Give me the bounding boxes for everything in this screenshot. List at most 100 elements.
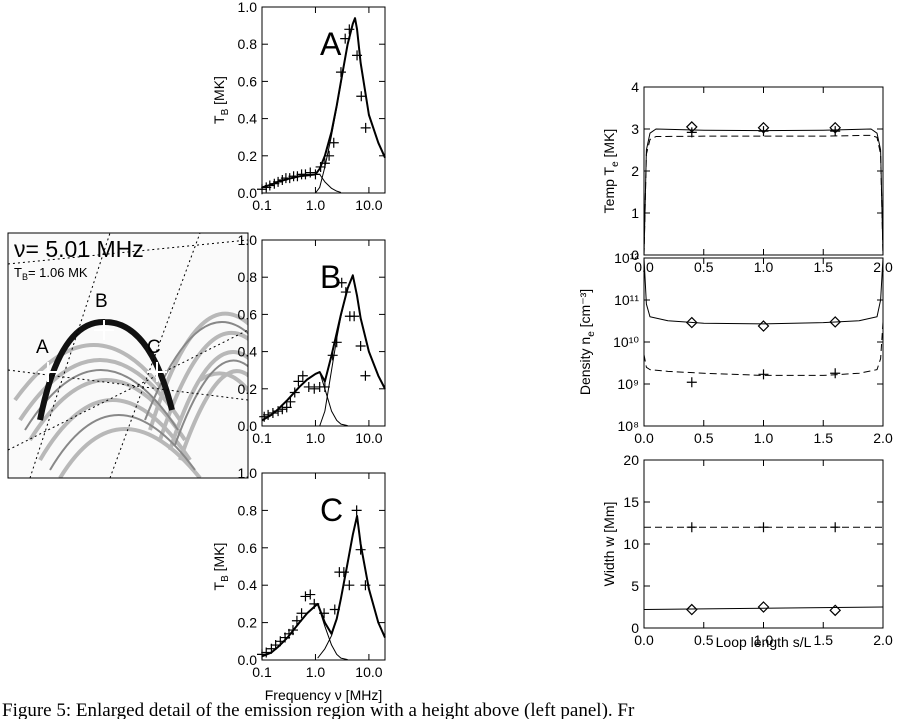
point-label: B	[95, 291, 108, 312]
line-series	[319, 274, 386, 427]
y-tick-label: 0	[631, 620, 639, 636]
cross-marker	[287, 625, 298, 636]
diamond-marker	[829, 316, 842, 328]
cross-marker	[355, 341, 366, 352]
cross-marker	[319, 608, 330, 619]
cross-marker	[344, 24, 355, 35]
cross-marker	[293, 376, 304, 387]
y-axis-label-part: [MK]	[211, 76, 227, 109]
y-tick-label: 3	[631, 121, 639, 137]
y-tick-label: 15	[623, 494, 639, 510]
label-part: T	[14, 265, 22, 280]
y-tick-label: 0.0	[238, 185, 258, 201]
y-tick-label: 2	[631, 163, 639, 179]
cross-marker	[309, 598, 320, 609]
cross-marker	[335, 67, 346, 78]
cross-marker	[830, 522, 841, 533]
x-tick-label: 2.0	[873, 430, 893, 446]
line-series	[643, 134, 884, 256]
cross-marker	[349, 311, 360, 322]
x-tick-label: 10.0	[355, 430, 382, 446]
y-tick-label: 0.0	[238, 652, 258, 668]
y-tick-label: 10¹⁰	[613, 334, 639, 350]
cross-marker	[273, 406, 284, 417]
diamond-marker	[685, 316, 698, 329]
line-series	[643, 321, 884, 376]
y-axis-label-part: [MK]	[601, 129, 617, 162]
line-series	[261, 515, 386, 658]
y-tick-label: 5	[631, 578, 639, 594]
cross-marker	[296, 608, 307, 619]
y-tick-label: 10¹¹	[614, 292, 639, 308]
plot: 0.1 1.0 10.0 0.0 0.2 0.4 0.6 0.8 1.0 A TB [MK]	[211, 0, 386, 213]
cross-marker	[329, 604, 340, 615]
x-tick-label: 0.1	[252, 430, 272, 446]
cross-marker	[292, 171, 303, 182]
plot-frame	[261, 6, 386, 194]
y-axis-label-part: Temp T	[601, 166, 617, 213]
cross-marker	[309, 383, 320, 394]
y-tick-label: 0.4	[238, 111, 258, 127]
x-tick-label: 0.5	[694, 632, 714, 648]
y-axis-label-part: [MK]	[211, 543, 227, 576]
panel-label: B	[320, 259, 341, 295]
plot-frame	[261, 239, 386, 427]
cross-marker	[297, 370, 308, 381]
y-tick-label: 0.4	[238, 344, 258, 360]
cross-marker	[338, 567, 349, 578]
plot: 0.1 1.0 10.0 0.0 0.2 0.4 0.6 0.8 1.0 C TB [MK] Freq…	[211, 465, 386, 703]
y-axis-label-sub: e	[586, 331, 597, 337]
plot-frame	[643, 86, 884, 256]
line-series	[261, 274, 386, 422]
y-axis-label-part: [cm⁻³]	[577, 289, 593, 331]
label-sub: B	[22, 272, 28, 282]
cross-marker	[686, 377, 697, 388]
panel-label: C	[320, 492, 343, 528]
cross-marker	[336, 277, 347, 288]
y-tick-label: 0	[631, 247, 639, 263]
x-tick-label: 1.0	[754, 430, 774, 446]
cross-marker	[264, 180, 275, 191]
cross-marker	[331, 337, 342, 348]
cross-marker	[257, 649, 267, 660]
cross-marker	[267, 407, 278, 418]
x-tick-label: 0.5	[694, 430, 714, 446]
y-tick-label: 1.0	[238, 0, 258, 15]
cross-marker	[303, 381, 314, 392]
y-tick-label: 0.0	[238, 418, 258, 434]
cross-marker	[355, 544, 366, 555]
x-tick-label: 2.0	[873, 632, 893, 648]
x-tick-label: 1.5	[814, 632, 834, 648]
x-tick-label: 0.5	[694, 259, 714, 275]
y-tick-label: 0.8	[238, 269, 258, 285]
cross-marker	[319, 381, 330, 392]
y-tick-label: 0.2	[238, 381, 258, 397]
y-axis-label: TB [MK]	[211, 76, 231, 124]
cross-marker	[300, 169, 311, 180]
y-axis-label-part: Density n	[577, 337, 593, 395]
y-axis-label-sub: B	[220, 108, 231, 115]
cross-marker	[360, 580, 371, 591]
cross-marker	[291, 615, 302, 626]
y-tick-label: 0.6	[238, 540, 258, 556]
cross-marker	[352, 50, 363, 61]
line-series	[317, 515, 386, 659]
x-tick-label: 1.0	[754, 259, 774, 275]
x-tick-label: 1.0	[306, 197, 326, 213]
cross-marker	[758, 522, 769, 533]
caption: Figure 5: Enlarged detail of the emissio…	[2, 700, 635, 719]
cross-marker	[281, 402, 292, 413]
x-tick-label: 0.1	[252, 197, 272, 213]
image-frame	[7, 232, 249, 479]
y-axis-label: Width w [Mm]	[601, 502, 617, 587]
y-axis-label: Temp Te [MK]	[601, 129, 621, 214]
plot: 0.0 0.5 1.0 1.5 2.0 10⁸ 10⁹ 10¹⁰ 10¹¹ 10¹² Density…	[577, 250, 893, 446]
plot: 0.1 1.0 10.0 0.0 0.2 0.4 0.6 0.8 1.0 B	[238, 232, 386, 446]
y-axis-label-part: T	[211, 581, 227, 590]
diamond-marker	[757, 320, 770, 332]
cross-marker	[305, 589, 316, 600]
cross-marker	[758, 126, 769, 137]
diamond-marker	[685, 603, 698, 616]
